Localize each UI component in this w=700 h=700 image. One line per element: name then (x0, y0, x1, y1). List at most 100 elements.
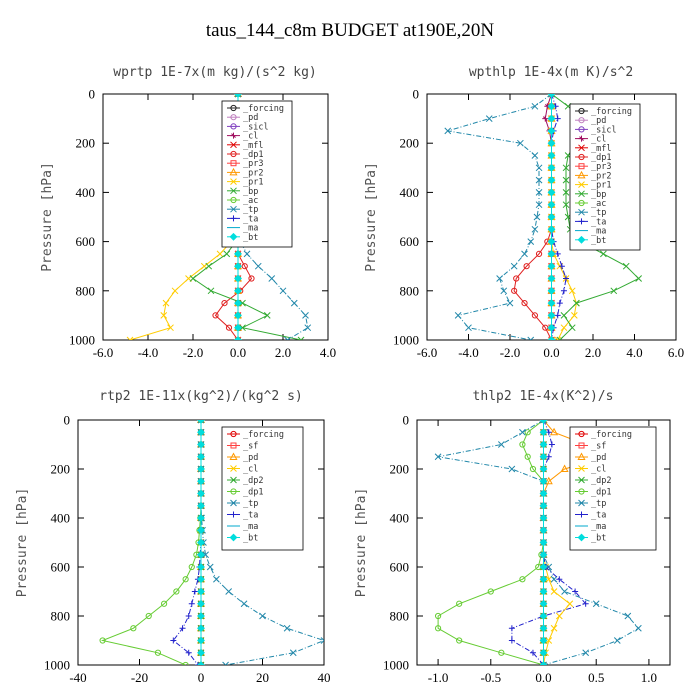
series-point (535, 189, 543, 196)
legend-marker (230, 511, 237, 518)
series-point (547, 200, 556, 209)
series-point (547, 151, 556, 160)
series-point (556, 336, 564, 340)
series-point (508, 465, 516, 473)
series-point (248, 275, 255, 282)
series-point (531, 312, 539, 319)
x-tick-label: -2.0 (183, 345, 204, 360)
y-tick-label: 200 (51, 462, 71, 477)
plot-frame (102, 93, 329, 341)
legend-marker (578, 465, 585, 472)
series-point (434, 612, 442, 620)
y-tick-label: 800 (76, 283, 96, 298)
series-point (539, 636, 548, 645)
series-point (539, 465, 548, 473)
x-tick-label: 0 (198, 670, 205, 685)
series-point (539, 648, 548, 657)
legend-marker (230, 104, 237, 112)
legend-label: _pr3 (591, 162, 611, 172)
series-line (513, 94, 552, 340)
legend-label: _sicl (243, 122, 269, 132)
y-axis-label: Pressure [hPa] (354, 488, 369, 598)
series-point (197, 575, 205, 584)
legend-marker (577, 533, 586, 542)
series-point (562, 189, 570, 196)
series-point (170, 637, 177, 644)
series-point (550, 575, 558, 583)
y-tick-label: 600 (400, 234, 420, 249)
series-point (284, 336, 291, 340)
series-point (624, 612, 632, 620)
legend-label: _pr3 (243, 159, 263, 169)
series-point (185, 649, 192, 656)
series-point (535, 176, 543, 184)
series-point (297, 336, 305, 340)
series-point (531, 225, 539, 233)
legend-marker (229, 533, 238, 542)
legend-label: _cl (591, 465, 606, 475)
panel-title: rtp2 1E-11x(kg^2)/(kg^2 s) (99, 389, 303, 404)
series-point (207, 287, 215, 295)
series-point (197, 538, 205, 547)
series-point (539, 440, 548, 449)
series-point (582, 649, 590, 657)
series-point (539, 661, 548, 665)
legend: _forcing _sf_pd _cl_dp2 _dp1_tp _ta_ma _bt (569, 426, 657, 551)
legend-marker (578, 117, 585, 124)
series-point (554, 336, 562, 340)
series-point (573, 299, 580, 307)
series-point (560, 464, 569, 472)
series-point (545, 637, 553, 644)
series-point (539, 624, 548, 633)
series-point (234, 311, 242, 320)
legend-box (221, 100, 293, 248)
series-point (635, 624, 642, 632)
legend-label: _bt (243, 233, 258, 243)
legend-marker (230, 205, 237, 213)
legend-label: _pr1 (243, 178, 263, 188)
series-point (222, 661, 229, 665)
series-point (239, 299, 246, 307)
legend-marker (230, 150, 237, 158)
legend-label: _dp1 (243, 150, 263, 160)
legend-label: _mfl (243, 141, 263, 151)
y-tick-label: 1000 (383, 658, 409, 673)
series-point (539, 428, 548, 437)
series-point (221, 300, 228, 307)
series-point (506, 299, 514, 307)
legend-label: _pr2 (591, 171, 611, 181)
y-axis-label: Pressure [hPa] (40, 162, 55, 272)
series-point (223, 250, 231, 258)
series-point (635, 275, 643, 282)
series-point (197, 661, 205, 665)
series-line (447, 94, 552, 340)
series-point (545, 563, 553, 571)
series-point (539, 514, 548, 522)
legend-marker (230, 442, 237, 449)
series-point (547, 336, 556, 340)
legend-marker (230, 215, 237, 222)
series-point (547, 126, 556, 135)
x-tick-label: 0.0 (230, 345, 246, 360)
legend-label: _bt (243, 534, 258, 544)
legend-label: _ac (591, 199, 606, 209)
series-point (179, 625, 186, 632)
y-tick-label: 0 (403, 413, 410, 428)
series-point (182, 661, 189, 665)
series-point (188, 600, 195, 607)
series-point (197, 661, 205, 665)
x-tick-label: -4.0 (458, 345, 479, 360)
legend-label: _bt (591, 534, 606, 544)
series-point (524, 429, 531, 436)
series-point (547, 262, 556, 271)
series-point (216, 250, 224, 258)
legend-label: _sicl (591, 125, 617, 135)
x-tick-label: 4.0 (320, 345, 336, 360)
y-tick-label: 0 (413, 87, 420, 102)
series-point (529, 649, 536, 656)
series-point (234, 336, 242, 340)
legend-label: _cl (243, 465, 258, 475)
legend-marker (230, 488, 237, 495)
legend-label: _bp (243, 187, 258, 197)
series-point (289, 649, 297, 657)
